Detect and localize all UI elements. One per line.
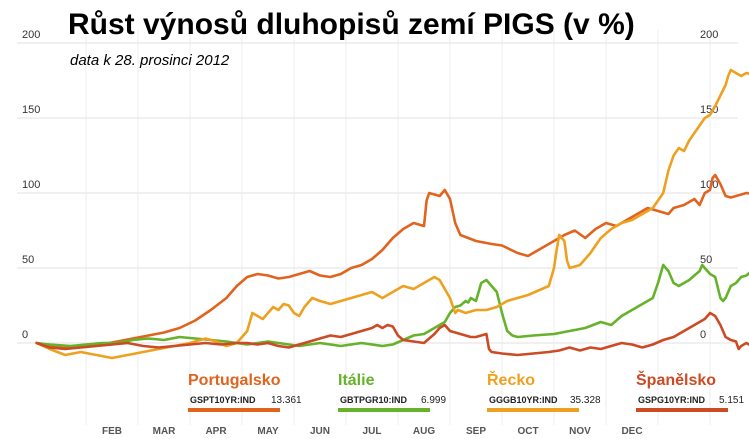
y-tick-label-left: 200 bbox=[22, 29, 40, 41]
plot-area bbox=[35, 68, 749, 360]
y-tick-label-right: 200 bbox=[700, 29, 718, 41]
y-tick-label-left: 0 bbox=[22, 329, 28, 341]
y-tick-label-left: 100 bbox=[22, 179, 40, 191]
x-tick-label: OCT bbox=[517, 426, 538, 437]
x-tick-label: MAY bbox=[257, 426, 279, 437]
grid bbox=[17, 30, 738, 425]
x-tick-label: DEC bbox=[621, 426, 642, 437]
chart-title: Růst výnosů dluhopisů zemí PIGS (v %) bbox=[68, 8, 635, 41]
x-tick-label: JUL bbox=[363, 426, 382, 437]
legend-value: 35.328 bbox=[570, 395, 601, 406]
y-tick-label-left: 50 bbox=[22, 254, 34, 266]
y-tick-label-right: 0 bbox=[700, 329, 706, 341]
x-tick-label: SEP bbox=[466, 426, 486, 437]
legend-swatch bbox=[487, 408, 579, 412]
series-line-1 bbox=[35, 263, 749, 348]
legend-value: 13.361 bbox=[271, 395, 302, 406]
legend-series-name: Portugalsko bbox=[188, 372, 281, 389]
legend-ticker: GBTPGR10:IND bbox=[340, 395, 408, 405]
series-line-0 bbox=[35, 173, 749, 349]
legend-ticker: GGGB10YR:IND bbox=[489, 395, 558, 405]
legend-series-name: Španělsko bbox=[636, 372, 717, 389]
legend-ticker: GSPT10YR:IND bbox=[190, 395, 256, 405]
x-tick-label: AUG bbox=[413, 426, 435, 437]
series-line-2 bbox=[35, 68, 749, 360]
y-tick-label-right: 100 bbox=[700, 179, 718, 191]
series-line-3 bbox=[35, 311, 749, 357]
x-tick-label: FEB bbox=[102, 426, 122, 437]
x-tick-label: MAR bbox=[153, 426, 177, 437]
legend-value: 5.151 bbox=[719, 395, 745, 406]
legend-ticker: GSPG10YR:IND bbox=[638, 395, 706, 405]
x-tick-label: JUN bbox=[310, 426, 330, 437]
y-tick-label-right: 50 bbox=[700, 254, 712, 266]
y-tick-label-left: 150 bbox=[22, 104, 40, 116]
legend-swatch bbox=[338, 408, 430, 412]
legend-series-name: Itálie bbox=[338, 372, 375, 389]
legend-swatch bbox=[188, 408, 280, 412]
x-tick-label: APR bbox=[205, 426, 227, 437]
x-tick-label: NOV bbox=[569, 426, 591, 437]
chart-subtitle: data k 28. prosinci 2012 bbox=[70, 52, 230, 69]
legend-series-name: Řecko bbox=[487, 372, 536, 389]
legend-value: 6.999 bbox=[421, 395, 447, 406]
legend-swatch bbox=[636, 408, 728, 412]
